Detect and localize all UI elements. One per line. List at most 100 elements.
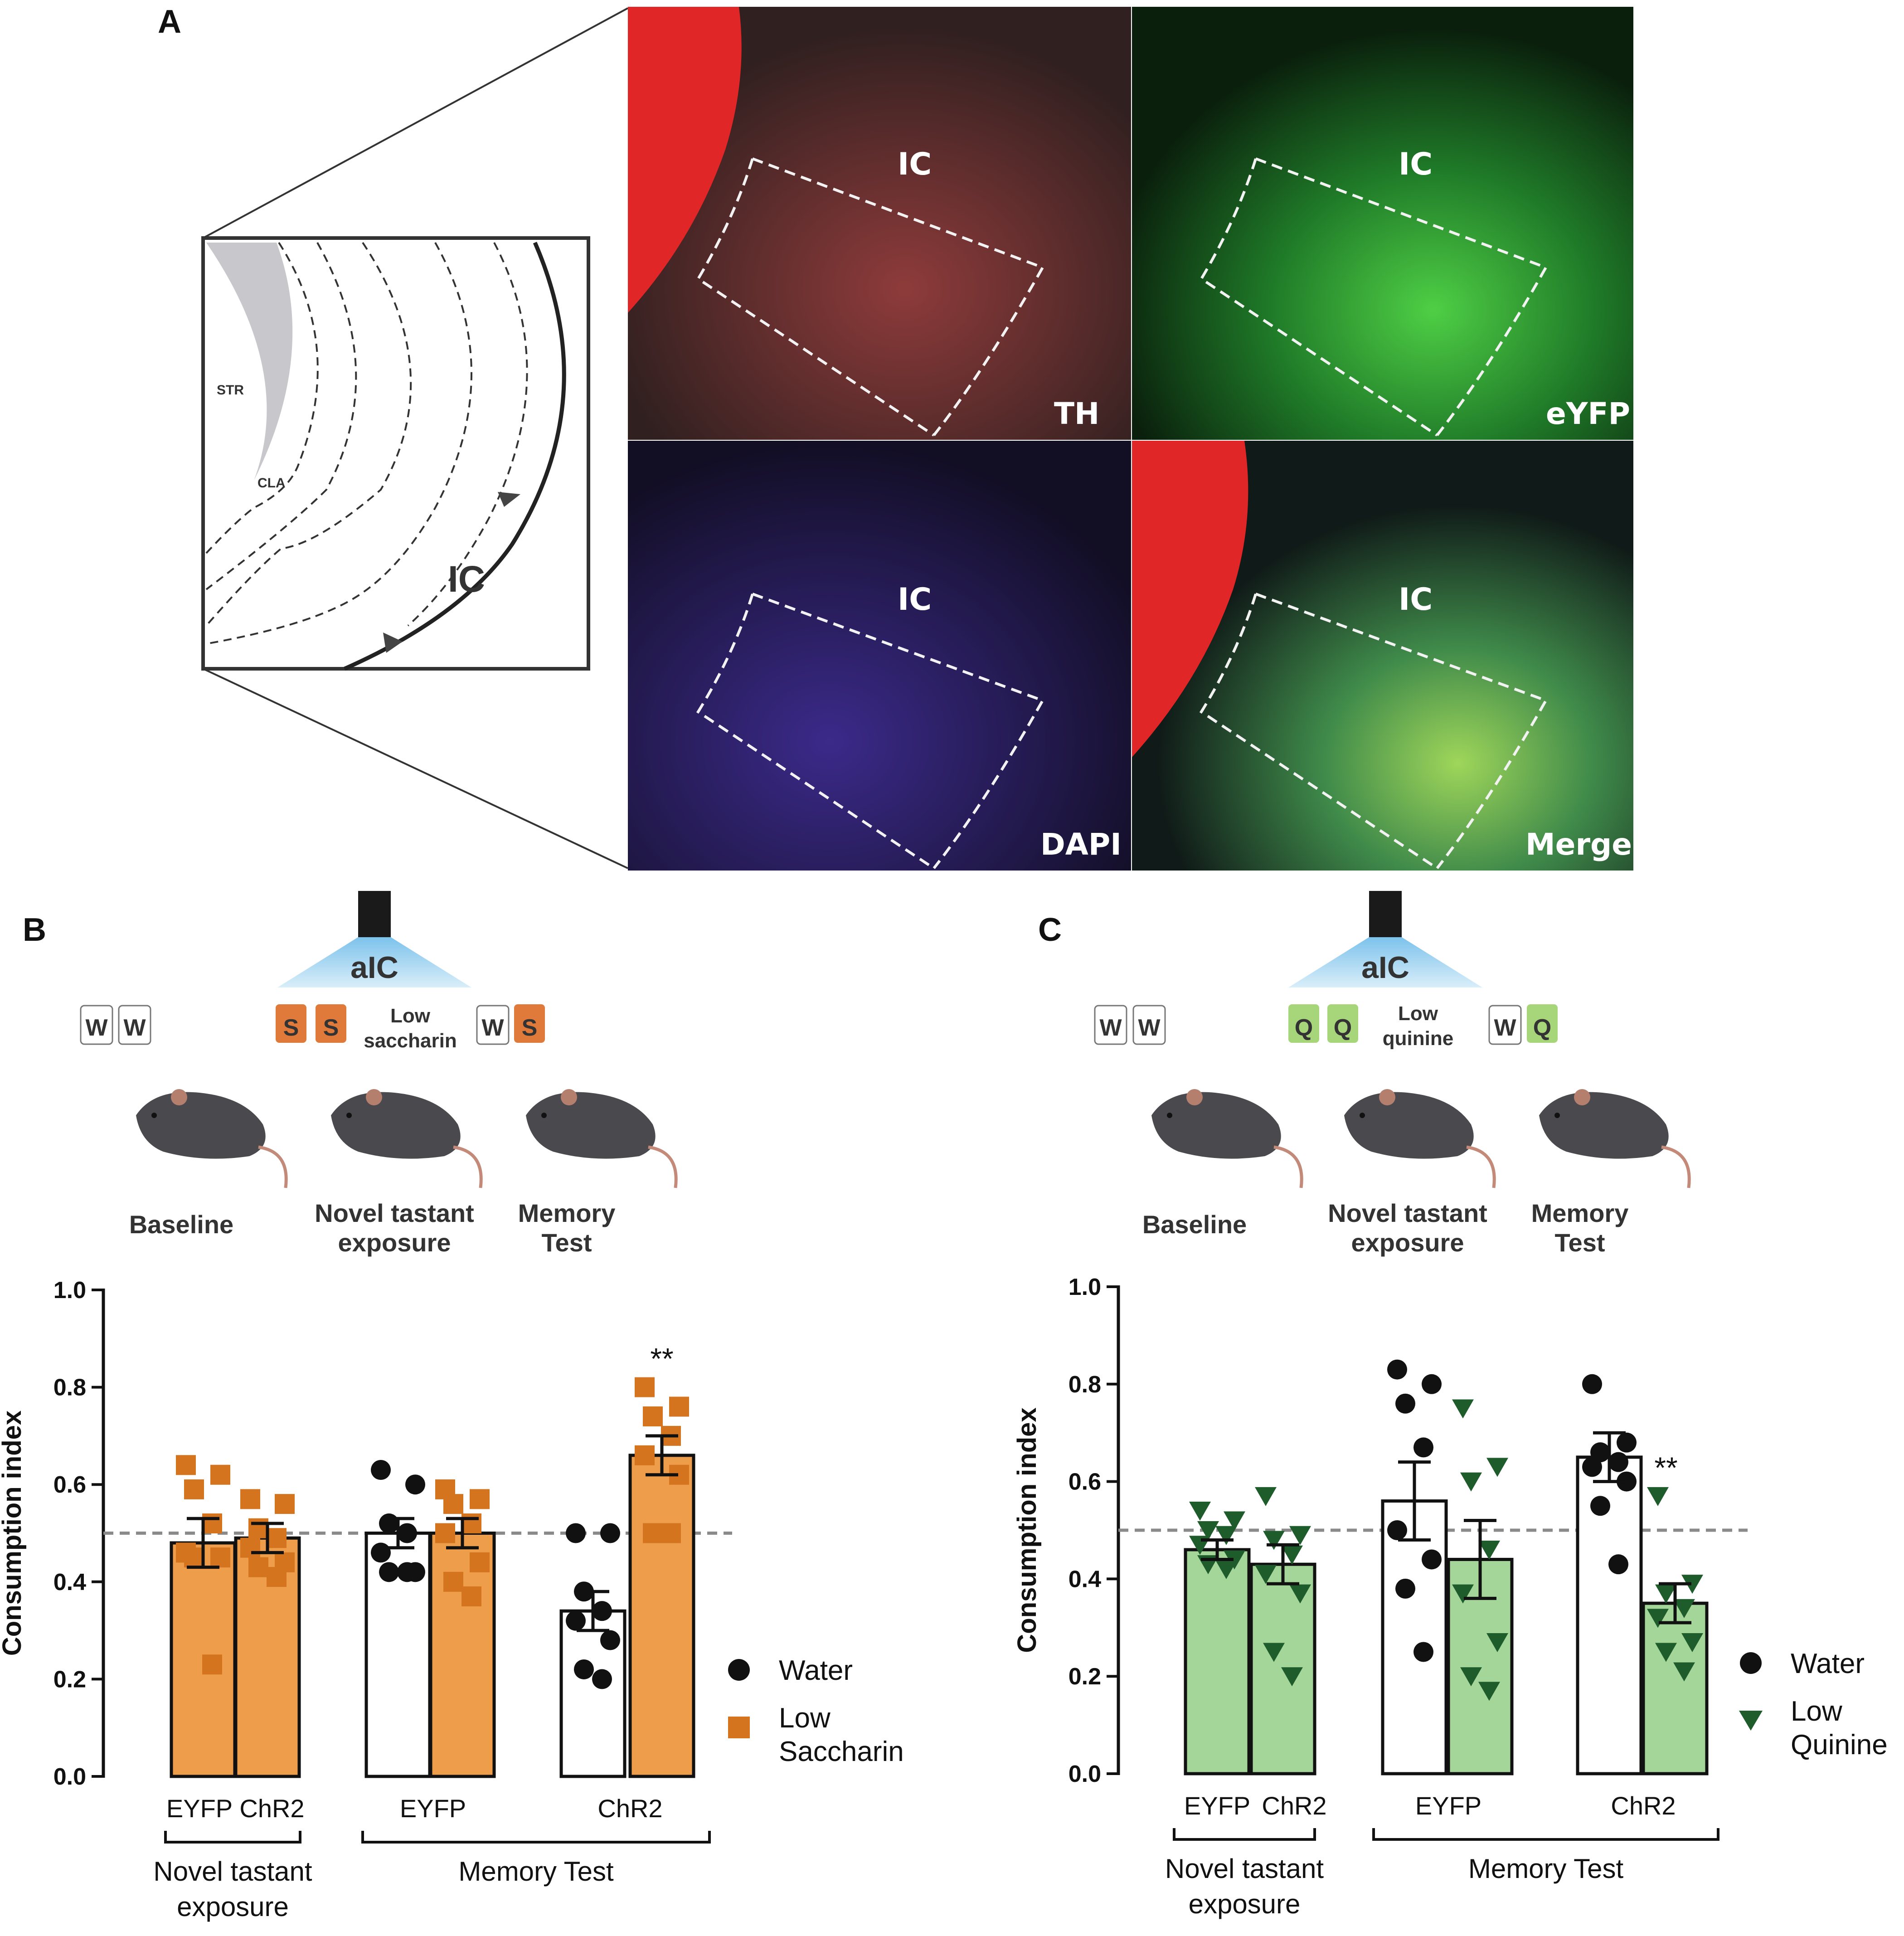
phase-bracket — [1173, 1828, 1316, 1841]
micrograph-dapi: IC DAPI — [628, 441, 1131, 871]
group-tick-label: ChR2 — [597, 1794, 662, 1823]
legend-marker — [1739, 1711, 1763, 1731]
data-point — [240, 1489, 260, 1509]
y-tick-label: 0.6 — [1069, 1469, 1101, 1495]
arrowhead-upper — [498, 492, 520, 507]
data-point — [1681, 1575, 1703, 1594]
tastant-note-b-1: Low — [390, 1005, 431, 1027]
ic-outline-eyfp — [1199, 157, 1548, 437]
micrograph-grid: IC TH IC eYFP IC DAPI IC — [628, 7, 1633, 871]
data-point — [371, 1542, 391, 1563]
data-point — [1617, 1432, 1637, 1453]
ic-outline-merge — [1199, 593, 1548, 870]
legend-label: Water — [779, 1655, 853, 1686]
light-beam-c — [1288, 937, 1482, 987]
group-tick-label: ChR2 — [1611, 1791, 1676, 1820]
cortex-edge — [344, 242, 566, 671]
legend-label: Water — [1791, 1648, 1865, 1679]
mouse-icon — [526, 1089, 678, 1188]
mouse-icon — [1539, 1089, 1691, 1188]
data-point — [1395, 1393, 1415, 1414]
data-point — [1413, 1437, 1433, 1458]
y-tick-label: 1.0 — [1069, 1274, 1101, 1300]
bottle-label: Q — [1295, 1015, 1313, 1041]
y-tick-label: 0.4 — [53, 1569, 86, 1595]
panel-a: A STR CLA IC IC — [158, 4, 1633, 871]
data-point — [669, 1396, 689, 1417]
group-tick-label: ChR2 — [1262, 1791, 1326, 1820]
data-point — [1281, 1667, 1303, 1687]
data-point — [275, 1494, 295, 1514]
bottle-label: W — [1494, 1015, 1516, 1041]
data-point — [379, 1513, 399, 1534]
significance-marker: ** — [650, 1342, 673, 1376]
data-point — [202, 1654, 222, 1675]
data-point — [1452, 1584, 1474, 1604]
group-tick-label: ChR2 — [239, 1794, 304, 1823]
data-point — [566, 1523, 586, 1543]
bottle-label: Q — [1334, 1015, 1352, 1041]
data-point — [1673, 1599, 1695, 1618]
ic-outline-th — [696, 157, 1045, 437]
dashed-boundary-4 — [206, 242, 472, 645]
data-point — [202, 1513, 222, 1534]
mouse-icon — [1151, 1089, 1303, 1188]
micrograph-th: IC TH — [628, 7, 1131, 440]
data-point — [1647, 1609, 1669, 1628]
bottle-pair-test-b: W S — [476, 1004, 545, 1045]
data-point — [397, 1562, 417, 1582]
panel-c-label: C — [1038, 912, 1062, 948]
zoom-line-bottom — [203, 668, 628, 869]
data-point — [600, 1630, 620, 1650]
bar — [1381, 1499, 1448, 1775]
group-tick-label: EYFP — [400, 1794, 466, 1823]
data-point — [1582, 1457, 1602, 1477]
phase-bracket — [1372, 1828, 1719, 1841]
data-point — [1608, 1554, 1628, 1575]
bottle-pair-baseline-c: W W — [1094, 1005, 1166, 1045]
stage-novel-b-2: exposure — [338, 1228, 451, 1257]
data-point — [1395, 1578, 1415, 1599]
phase-bracket — [164, 1831, 301, 1844]
ic-label-dapi: IC — [898, 582, 932, 618]
bottle-pair-baseline-b: W W — [80, 1005, 151, 1045]
stain-label-th: TH — [1054, 396, 1099, 431]
stain-label-eyfp: eYFP — [1546, 396, 1630, 431]
data-point — [1582, 1374, 1602, 1394]
bottle-pair-test-c: W Q — [1488, 1004, 1558, 1045]
data-point — [470, 1552, 490, 1572]
ic-label-merge: IC — [1399, 582, 1433, 618]
ic-outline-dapi — [696, 593, 1045, 870]
data-point — [184, 1547, 204, 1568]
light-target-c: aIC — [1361, 950, 1409, 985]
stage-novel-c-2: exposure — [1351, 1228, 1464, 1257]
bottle-label: W — [1099, 1015, 1122, 1041]
data-point — [267, 1567, 287, 1587]
cla-label: CLA — [257, 476, 286, 491]
legend-marker — [728, 1659, 750, 1681]
stain-label-merge: Merge — [1525, 827, 1632, 862]
data-point — [267, 1528, 287, 1548]
str-label: STR — [217, 383, 244, 398]
phase-label: Memory Test — [458, 1856, 614, 1887]
y-tick-label: 0.2 — [53, 1666, 86, 1693]
micrograph-merge: IC Merge — [1132, 441, 1633, 871]
data-point — [1281, 1545, 1303, 1565]
stage-baseline-c: Baseline — [1142, 1210, 1247, 1239]
data-point — [1422, 1374, 1442, 1394]
ic-label-eyfp: IC — [1399, 146, 1433, 182]
data-point — [592, 1669, 612, 1689]
tastant-note-c-2: quinine — [1383, 1027, 1453, 1050]
data-point — [248, 1557, 268, 1577]
data-point — [1263, 1531, 1285, 1550]
data-point — [1224, 1550, 1245, 1570]
data-point — [661, 1523, 681, 1543]
data-point — [176, 1455, 196, 1475]
data-point — [1608, 1452, 1628, 1472]
data-point — [1673, 1662, 1695, 1682]
group-tick-label: EYFP — [166, 1794, 233, 1823]
data-point — [1413, 1642, 1433, 1662]
data-point — [405, 1474, 425, 1495]
data-point — [574, 1659, 594, 1679]
data-point — [1189, 1502, 1211, 1521]
